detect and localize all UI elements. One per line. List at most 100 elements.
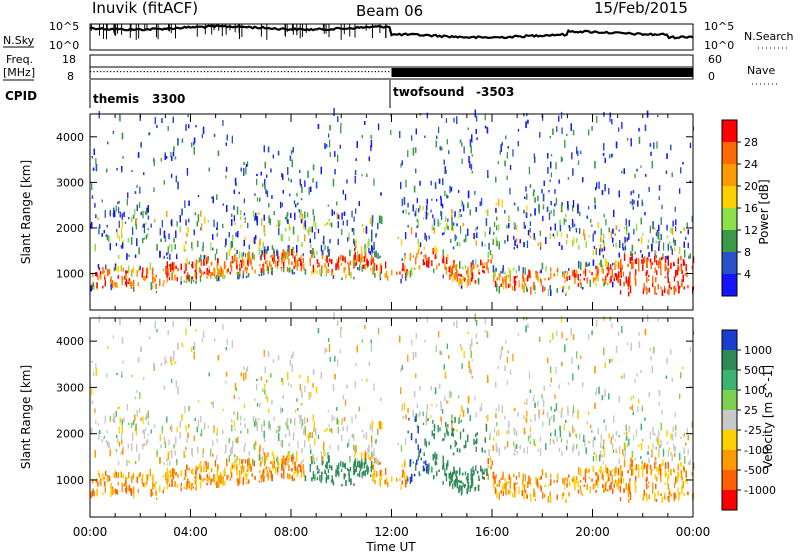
power-cell [667,289,669,292]
power-cell [607,262,610,268]
power-cell [550,210,552,214]
power-cell [95,163,98,172]
power-cell [426,205,428,211]
power-cell [327,204,329,207]
power-cell [487,170,489,178]
power-cell [523,277,526,286]
power-cell [640,217,642,225]
velocity-cell [163,486,165,491]
power-cell [244,236,246,241]
power-cell [619,290,622,295]
nsky-line [89,24,694,40]
power-cell [565,219,567,223]
power-cell [462,222,465,227]
power-cell [597,266,599,271]
power-cell [139,186,141,194]
power-cell [622,243,624,249]
power-cell [101,233,103,237]
velocity-cell [95,363,97,369]
power-cell [602,254,604,259]
velocity-cell [192,486,194,489]
power-cell [419,206,421,211]
power-cell [399,271,401,275]
power-cell [123,211,125,217]
power-cell [210,262,213,266]
power-cell [655,277,657,283]
freq-dot [250,71,252,73]
power-cell [609,115,611,122]
velocity-cell [240,430,242,434]
power-cell [657,115,659,118]
velocity-cell [93,491,95,497]
power-cell [119,113,121,122]
power-cell [92,272,94,277]
velocity-cell [572,410,574,417]
freq-dot [190,71,192,73]
power-cell [423,254,425,258]
power-cell [281,259,283,265]
power-cell [159,228,161,236]
power-cell [226,252,228,261]
power-cell [456,223,458,227]
velocity-cell [415,438,417,444]
power-cell [214,253,217,261]
power-cell [135,223,137,230]
velocity-cell [193,435,195,442]
power-cell [541,262,544,270]
power-cell [175,230,177,238]
velocity-cell [306,418,309,423]
freq-dot [167,71,169,73]
power-cell [243,168,245,176]
velocity-cell [266,379,268,383]
velocity-cell [329,445,331,450]
velocity-cell [516,482,518,485]
power-cell [458,280,460,287]
power-cell [128,280,130,283]
power-cell [120,244,122,249]
velocity-cell [91,388,93,396]
freq-dot [240,71,242,73]
power-cell [167,246,169,254]
power-cell [566,239,568,245]
power-cell [513,202,516,206]
power-cell [367,241,369,248]
power-cell [267,246,269,251]
power-cell [267,146,270,153]
power-cell [202,126,205,134]
power-cell [660,262,662,270]
power-cell [278,256,280,263]
power-cell [559,219,561,225]
velocity-cell [537,448,539,453]
velocity-cell [132,434,134,441]
power-cell [595,187,597,191]
freq-dot [133,71,135,73]
velocity-cell [576,444,578,449]
power-cell [155,290,158,294]
power-cell [579,278,581,283]
power-cell [314,267,316,275]
velocity-cell [288,382,290,386]
power-cell [442,260,445,263]
power-cell [121,276,123,283]
power-cell [284,217,287,220]
power-cell [167,126,169,131]
power-cell [91,156,93,159]
power-cell [374,273,376,278]
power-cell [117,233,119,238]
power-cell [480,259,482,266]
power-cell [647,278,650,281]
power-cell [288,245,290,248]
velocity-cell [445,473,448,482]
power-cell [115,265,117,271]
power-cell [206,267,208,272]
power-cell [266,190,269,198]
freq-dot [96,71,98,73]
power-cell [325,270,327,277]
velocity-cell [169,460,171,467]
power-cell [530,213,532,217]
velocity-cell [431,430,433,437]
power-cell [633,199,635,205]
power-cell [208,266,211,269]
power-cell [191,263,193,268]
power-cell [508,223,510,229]
